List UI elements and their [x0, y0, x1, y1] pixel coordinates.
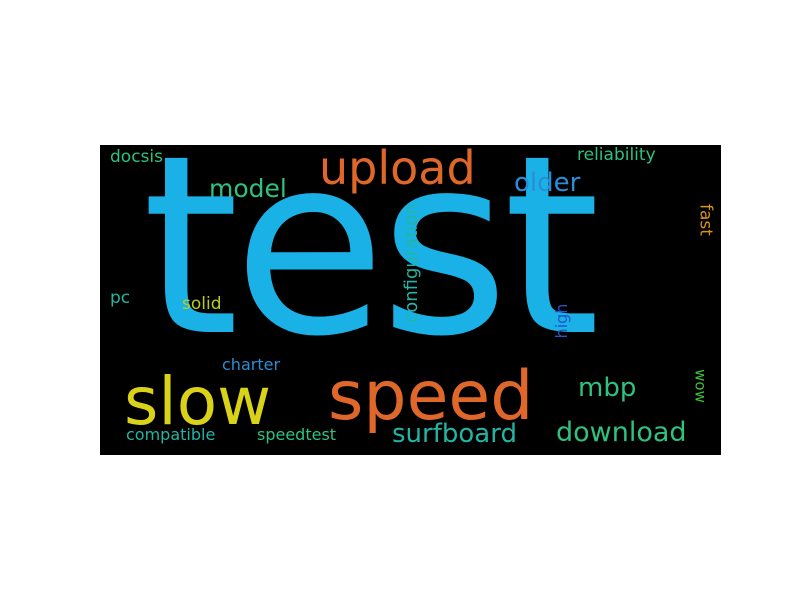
- word-upload: upload: [319, 145, 476, 195]
- word-fast: fast: [695, 204, 716, 236]
- word-reliability: reliability: [577, 145, 656, 165]
- word-surfboard: surfboard: [392, 419, 517, 449]
- word-configuration: configuration: [401, 203, 422, 323]
- word-docsis: docsis: [110, 147, 163, 167]
- word-mbp: mbp: [578, 373, 637, 403]
- word-solid: solid: [182, 294, 222, 314]
- word-pc: pc: [110, 288, 131, 308]
- word-speedtest: speedtest: [257, 425, 337, 444]
- word-test: test: [142, 145, 600, 391]
- word-high: high: [552, 303, 571, 339]
- word-download: download: [556, 417, 687, 448]
- word-charter: charter: [222, 355, 281, 374]
- word-speed: speed: [328, 357, 534, 436]
- word-wow: wow: [691, 369, 710, 403]
- word-slow: slow: [124, 363, 272, 440]
- word-model: model: [209, 174, 287, 203]
- word-cloud: test speed slow upload surfboard downloa…: [100, 145, 721, 455]
- word-compatible: compatible: [126, 425, 216, 444]
- word-older: older: [514, 168, 581, 198]
